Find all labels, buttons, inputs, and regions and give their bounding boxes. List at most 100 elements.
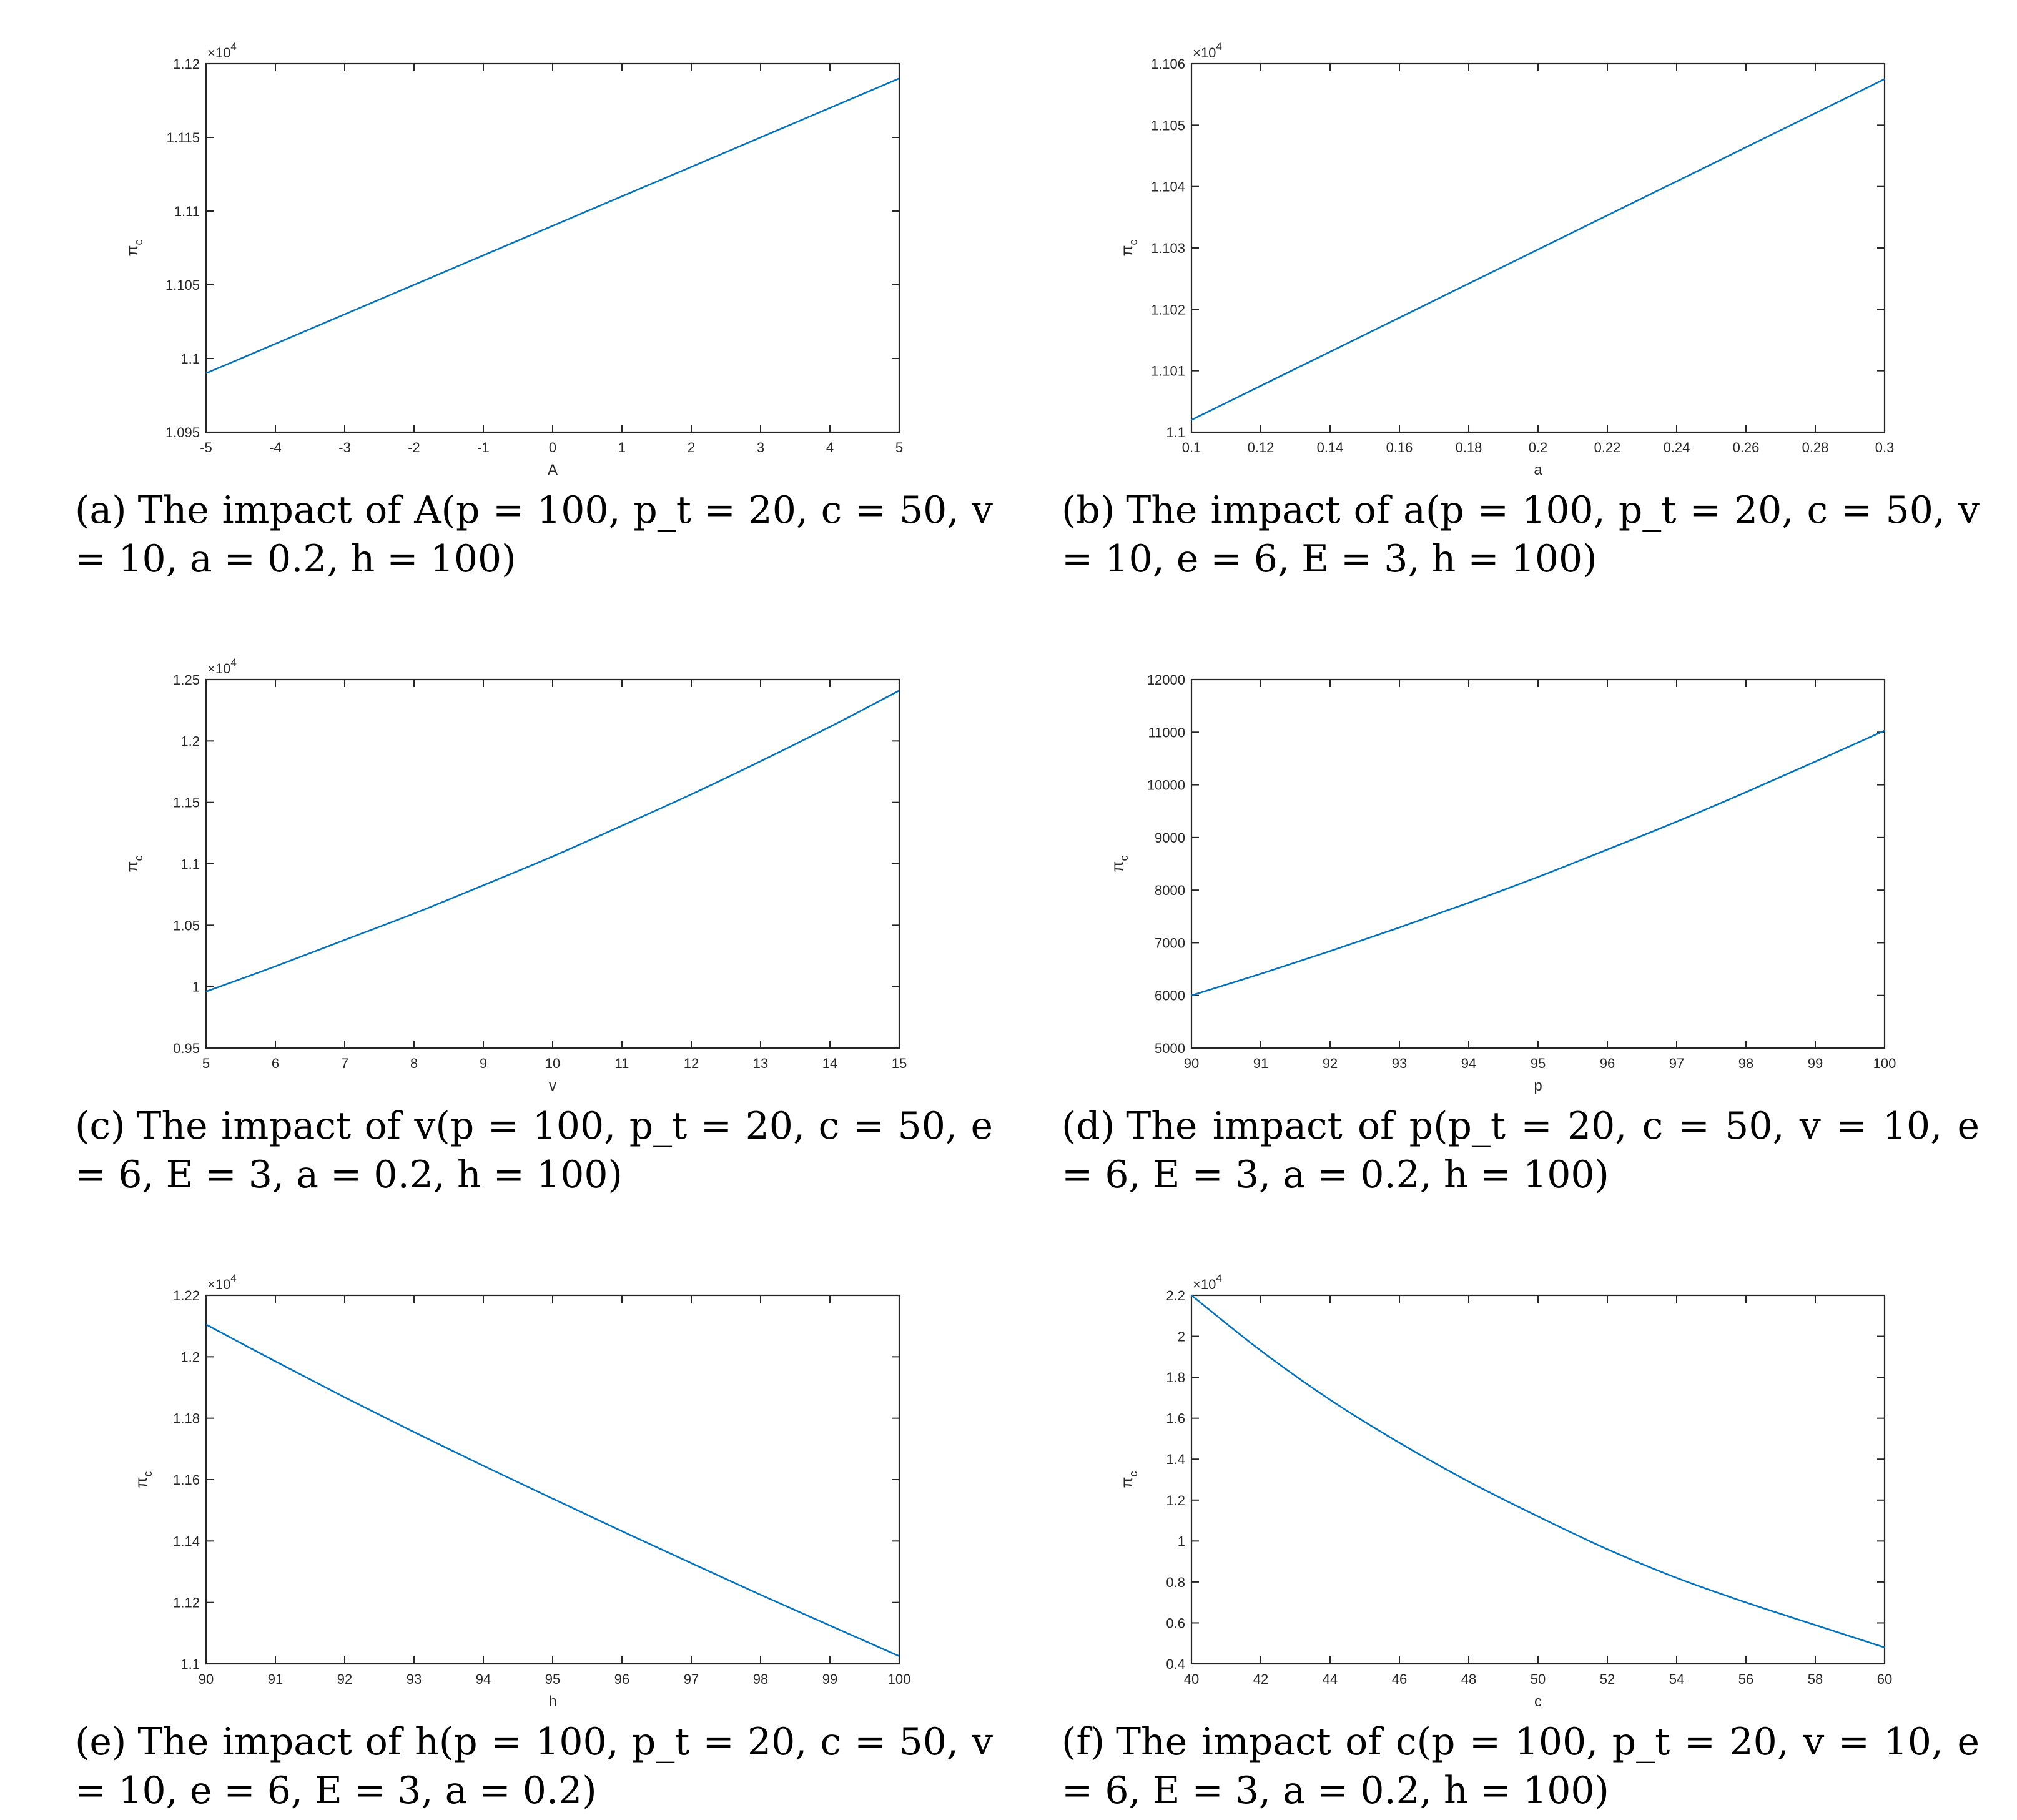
- y-tick-label: 1.8: [1166, 1370, 1185, 1385]
- caption-text: The impact of a(p = 100, p_t = 20, c = 5…: [1062, 488, 1980, 581]
- x-tick-label: 90: [1184, 1056, 1199, 1071]
- x-tick-label: 91: [268, 1671, 283, 1687]
- x-tick-label: 0: [549, 440, 556, 455]
- caption-text: The impact of v(p = 100, p_t = 20, c = 5…: [75, 1104, 993, 1197]
- y-tick-label: 1.101: [1151, 364, 1185, 379]
- x-tick-label: 92: [337, 1671, 352, 1687]
- y-tick-label: 7000: [1155, 935, 1185, 951]
- x-tick-label: 0.16: [1386, 440, 1413, 455]
- caption-text: The impact of A(p = 100, p_t = 20, c = 5…: [75, 488, 993, 581]
- x-tick-label: 2: [688, 440, 695, 455]
- x-axis-label: v: [549, 1077, 556, 1094]
- caption-text: The impact of h(p = 100, p_t = 20, c = 5…: [75, 1720, 993, 1813]
- y-tick-label: 1.12: [173, 56, 200, 72]
- x-tick-label: 98: [753, 1671, 768, 1687]
- axes-box: [205, 1294, 900, 1665]
- y-tick-label: 11000: [1148, 725, 1185, 740]
- y-tick-label: 1.1: [180, 351, 200, 367]
- x-tick-label: 99: [1808, 1056, 1823, 1071]
- x-tick-label: 93: [407, 1671, 422, 1687]
- x-axis-label: A: [548, 462, 558, 478]
- x-tick-label: 100: [1873, 1056, 1896, 1071]
- plot-area: -5 -4 -3 -2 -1 0 1 2 3 4 5 1.095 1.1 1.105 1.11 1.115 1.…: [122, 41, 903, 478]
- y-tick-label: 2.2: [1166, 1288, 1185, 1303]
- series-line: [205, 690, 900, 992]
- x-tick-label: -5: [200, 440, 212, 455]
- panel-caption: (e) The impact of h(p = 100, p_t = 20, c …: [75, 1718, 993, 1815]
- x-tick-label: 3: [757, 440, 764, 455]
- x-tick-label: 0.1: [1182, 440, 1201, 455]
- caption-letter: (b): [1062, 488, 1115, 532]
- x-tick-label: 93: [1392, 1056, 1407, 1071]
- x-tick-label: 40: [1184, 1671, 1199, 1687]
- x-axis-label: c: [1534, 1693, 1542, 1710]
- x-tick-label: 96: [1600, 1056, 1615, 1071]
- y-tick-label: 12000: [1147, 672, 1185, 688]
- y-tick-label: 6000: [1155, 988, 1185, 1004]
- x-axis-label: p: [1534, 1077, 1542, 1094]
- x-tick-label: 99: [822, 1671, 837, 1687]
- y-tick-label: 1.103: [1151, 240, 1185, 256]
- x-tick-label: 100: [888, 1671, 911, 1687]
- y-tick-label: 0.4: [1166, 1656, 1185, 1672]
- x-tick-label: 48: [1461, 1671, 1476, 1687]
- x-tick-label: 92: [1323, 1056, 1338, 1071]
- y-tick-label: 1.105: [1151, 117, 1185, 133]
- x-tick-label: 97: [1669, 1056, 1684, 1071]
- series-line: [205, 1323, 900, 1657]
- x-tick-label: 0.28: [1802, 440, 1829, 455]
- x-axis-label: h: [548, 1693, 556, 1710]
- x-tick-label: 58: [1808, 1671, 1823, 1687]
- y-tick-label: 0.95: [173, 1041, 200, 1056]
- series-line: [1191, 1294, 1885, 1649]
- y-tick-label: 0.6: [1166, 1615, 1185, 1631]
- axes-box: [205, 678, 900, 1049]
- x-tick-label: 0.18: [1456, 440, 1482, 455]
- x-tick-label: 15: [892, 1056, 907, 1071]
- y-tick-label: 1.12: [173, 1595, 200, 1611]
- caption-letter: (d): [1062, 1104, 1115, 1148]
- x-tick-label: 5: [895, 440, 903, 455]
- caption-letter: (e): [75, 1720, 127, 1764]
- x-tick-label: 14: [822, 1056, 837, 1071]
- y-tick-label: 1.115: [167, 130, 200, 146]
- x-tick-label: 0.22: [1594, 440, 1621, 455]
- x-tick-label: 42: [1253, 1671, 1268, 1687]
- y-tick-label: 1.106: [1151, 56, 1185, 72]
- y-exponent-label: ×104: [207, 41, 237, 61]
- series-line: [1191, 78, 1885, 421]
- y-exponent-label: ×104: [1193, 1272, 1222, 1292]
- y-tick-label: 1.18: [173, 1411, 200, 1427]
- x-tick-label: 1: [618, 440, 626, 455]
- y-axis-label: πc: [122, 856, 145, 873]
- y-axis-label: πc: [1117, 240, 1140, 257]
- y-tick-label: 1.11: [174, 204, 200, 219]
- y-tick-label: 1.16: [173, 1472, 200, 1488]
- y-tick-label: 1.22: [173, 1288, 200, 1303]
- x-tick-label: 96: [614, 1671, 629, 1687]
- x-tick-label: 0.24: [1664, 440, 1690, 455]
- y-tick-label: 10000: [1147, 778, 1185, 793]
- y-tick-label: 1: [1178, 1533, 1185, 1549]
- x-tick-label: 6: [272, 1056, 279, 1071]
- x-tick-label: 97: [684, 1671, 699, 1687]
- x-tick-label: 13: [753, 1056, 768, 1071]
- x-tick-label: 94: [1461, 1056, 1476, 1071]
- panel-caption: (f) The impact of c(p = 100, p_t = 20, v …: [1062, 1718, 1980, 1815]
- y-tick-label: 1.2: [180, 733, 200, 749]
- y-exponent-label: ×104: [207, 656, 237, 676]
- x-tick-label: 10: [545, 1056, 560, 1071]
- y-tick-label: 1.14: [173, 1533, 200, 1549]
- x-tick-label: 44: [1323, 1671, 1338, 1687]
- x-axis-label: a: [1534, 462, 1542, 478]
- x-tick-label: 46: [1392, 1671, 1407, 1687]
- plot-area: 90 91 92 93 94 95 96 97 98 99 100 1.1 1.12 1.14 1.16 1.…: [132, 1272, 910, 1710]
- y-tick-label: 1.4: [1166, 1452, 1185, 1467]
- x-tick-label: 0.3: [1875, 440, 1895, 455]
- plot-area: 0.1 0.12 0.14 0.16 0.18 0.2 0.22 0.24 0.26 0.28 0.…: [1117, 41, 1894, 478]
